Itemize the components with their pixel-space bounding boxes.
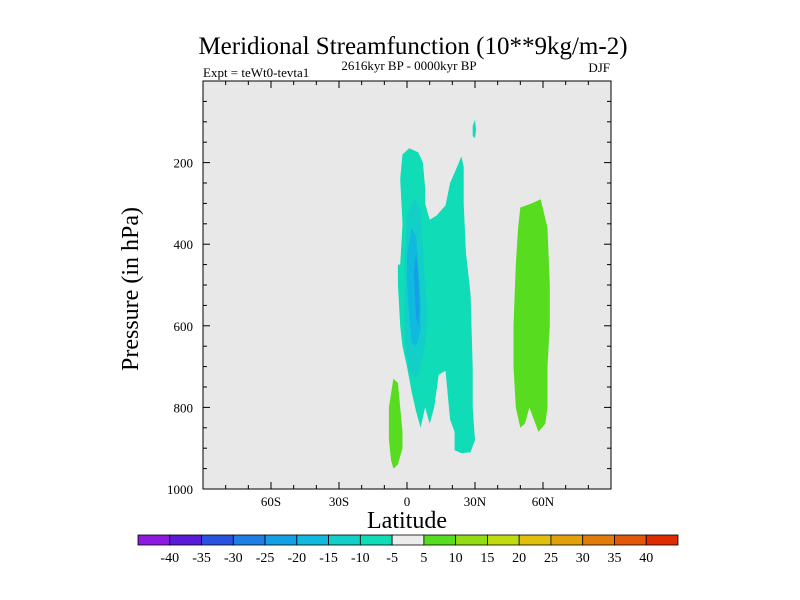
y-tick-label: 800 <box>174 400 194 415</box>
period-label: 2616kyr BP - 0000kyr BP <box>341 58 476 73</box>
colorbar-label: -25 <box>256 551 275 566</box>
y-tick-label: 200 <box>174 156 194 171</box>
y-axis-label: Pressure (in hPa) <box>118 207 144 371</box>
colorbar-box <box>518 534 552 546</box>
y-axis-ticks: 200 400 600 800 1000 <box>167 80 611 497</box>
x-tick-label: 0 <box>404 494 411 509</box>
colorbar-label: -30 <box>224 551 243 566</box>
x-tick-label: 30S <box>329 494 349 509</box>
colorbar-box <box>169 534 202 546</box>
colorbar-box <box>328 534 361 546</box>
colorbar-box <box>455 534 488 546</box>
colorbar-label: 40 <box>639 551 653 566</box>
colorbar-label: 30 <box>576 551 590 566</box>
colorbar-label: 25 <box>544 551 558 566</box>
contour-regions <box>388 119 550 469</box>
colorbar-label: -40 <box>160 551 179 566</box>
colorbar-label: 20 <box>512 551 526 566</box>
colorbar-label: -5 <box>386 551 398 566</box>
x-tick-label: 60N <box>532 494 555 509</box>
contour-region-upper-speck-neg5 <box>472 119 477 139</box>
colorbar-box <box>137 534 171 546</box>
colorbar-box <box>582 534 615 546</box>
colorbar-box <box>487 534 520 546</box>
season-label: DJF <box>588 60 610 75</box>
colorbar-label: -20 <box>287 551 306 566</box>
colorbar-label: -35 <box>192 551 211 566</box>
colorbar-box <box>550 534 584 546</box>
colorbar-label: 15 <box>480 551 494 566</box>
colorbar-label: 5 <box>420 551 427 566</box>
colorbar-box <box>264 534 298 546</box>
y-tick-label: 1000 <box>167 482 193 497</box>
expt-label: Expt = teWt0-tevta1 <box>203 65 309 80</box>
colorbar-box <box>359 534 393 546</box>
colorbar-box <box>232 534 266 546</box>
colorbar-label: -10 <box>351 551 370 566</box>
contour-region-south-pos5 <box>388 378 403 469</box>
contour-region-tropics-neg20 <box>413 252 420 326</box>
colorbar-box <box>391 534 425 546</box>
colorbar-box <box>201 534 234 546</box>
colorbar-box <box>296 534 329 546</box>
contour-region-north-pos5 <box>513 199 550 432</box>
colorbar-box <box>614 534 647 546</box>
colorbar-box <box>645 534 679 546</box>
colorbar-label: 10 <box>449 551 463 566</box>
colorbar-box <box>423 534 457 546</box>
x-axis-label: Latitude <box>367 508 447 534</box>
y-tick-label: 400 <box>174 237 194 252</box>
colorbar: -40 -35 -30 -25 -20 -15 -10 -5 5 10 15 20 25 30 35 40 <box>137 534 679 566</box>
colorbar-label: -15 <box>319 551 338 566</box>
x-axis-ticks: 60S 30S 0 30N 60N <box>202 81 612 509</box>
y-tick-label: 600 <box>174 319 194 334</box>
chart-title: Meridional Streamfunction (10**9kg/m-2) <box>198 33 627 60</box>
x-tick-label: 60S <box>261 494 281 509</box>
colorbar-label: 35 <box>607 551 621 566</box>
x-tick-label: 30N <box>464 494 487 509</box>
